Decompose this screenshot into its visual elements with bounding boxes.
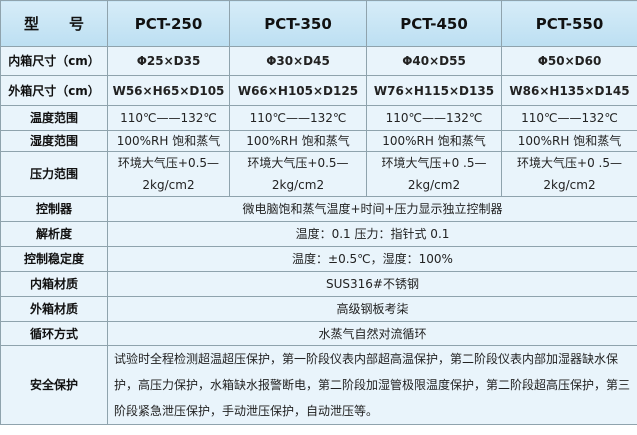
table-row: 安全保护 试验时全程检测超温超压保护，第一阶段仪表内部超高温保护，第二阶段仪表内… xyxy=(0,345,637,425)
cell-line: 环境大气压+0 .5— xyxy=(381,156,487,170)
cell: 100%RH 饱和蒸气 xyxy=(229,130,367,152)
row-label: 压力范围 xyxy=(0,151,108,197)
table-row: 内箱尺寸（cm） Φ25×D35 Φ30×D45 Φ40×D55 Φ50×D60 xyxy=(0,46,637,76)
cell-line: 2kg/cm2 xyxy=(407,178,461,192)
table-row: 循环方式 水蒸气自然对流循环 xyxy=(0,321,637,346)
model-pct-350: PCT-350 xyxy=(229,0,367,47)
cell: Φ50×D60 xyxy=(501,46,637,76)
table-row: 湿度范围 100%RH 饱和蒸气 100%RH 饱和蒸气 100%RH 饱和蒸气… xyxy=(0,130,637,152)
cell: 水蒸气自然对流循环 xyxy=(107,321,637,346)
cell: W86×H135×D145 xyxy=(501,75,637,106)
cell: 110℃——132℃ xyxy=(501,105,637,131)
model-label: 型 号 xyxy=(0,0,108,47)
spec-table: 型 号 PCT-250 PCT-350 PCT-450 PCT-550 内箱尺寸… xyxy=(0,0,637,425)
cell: W56×H65×D105 xyxy=(107,75,230,106)
model-pct-450: PCT-450 xyxy=(366,0,502,47)
table-row: 内箱材质 SUS316#不锈钢 xyxy=(0,271,637,297)
cell-line: 环境大气压+0.5— xyxy=(117,156,220,170)
row-label: 控制稳定度 xyxy=(0,246,108,272)
table-row: 外箱尺寸（cm） W56×H65×D105 W66×H105×D125 W76×… xyxy=(0,75,637,106)
cell: Φ40×D55 xyxy=(366,46,502,76)
cell: SUS316#不锈钢 xyxy=(107,271,637,297)
row-label: 外箱尺寸（cm） xyxy=(0,75,108,106)
cell: Φ30×D45 xyxy=(229,46,367,76)
cell-line: 环境大气压+0 .5— xyxy=(517,156,622,170)
table-row: 控制稳定度 温度：±0.5℃，湿度：100% xyxy=(0,246,637,272)
cell: 100%RH 饱和蒸气 xyxy=(107,130,230,152)
cell: 环境大气压+0 .5— 2kg/cm2 xyxy=(501,151,637,197)
row-label: 外箱材质 xyxy=(0,296,108,322)
cell: Φ25×D35 xyxy=(107,46,230,76)
cell-line: 2kg/cm2 xyxy=(543,178,596,192)
cell: 环境大气压+0.5— 2kg/cm2 xyxy=(229,151,367,197)
header-row: 型 号 PCT-250 PCT-350 PCT-450 PCT-550 xyxy=(0,0,637,47)
model-pct-550: PCT-550 xyxy=(501,0,637,47)
cell: 微电脑饱和蒸气温度+时间+压力显示独立控制器 xyxy=(107,196,637,222)
cell-line: 2kg/cm2 xyxy=(271,178,325,192)
cell-line: 2kg/cm2 xyxy=(142,178,195,192)
cell: W76×H115×D135 xyxy=(366,75,502,106)
row-label: 温度范围 xyxy=(0,105,108,131)
cell: 环境大气压+0 .5— 2kg/cm2 xyxy=(366,151,502,197)
row-label: 循环方式 xyxy=(0,321,108,346)
cell: 100%RH 饱和蒸气 xyxy=(366,130,502,152)
cell: 110℃——132℃ xyxy=(107,105,230,131)
table-row: 压力范围 环境大气压+0.5— 2kg/cm2 环境大气压+0.5— 2kg/cm2… xyxy=(0,151,637,197)
cell: 110℃——132℃ xyxy=(229,105,367,131)
row-label: 安全保护 xyxy=(0,345,108,425)
table-row: 解析度 温度：0.1 压力：指针式 0.1 xyxy=(0,221,637,247)
cell: 试验时全程检测超温超压保护，第一阶段仪表内部超高温保护，第二阶段仪表内部加湿器缺… xyxy=(107,345,637,425)
row-label: 湿度范围 xyxy=(0,130,108,152)
row-label: 内箱尺寸（cm） xyxy=(0,46,108,76)
cell-line: 环境大气压+0.5— xyxy=(247,156,349,170)
cell: W66×H105×D125 xyxy=(229,75,367,106)
row-label: 控制器 xyxy=(0,196,108,222)
cell: 110℃——132℃ xyxy=(366,105,502,131)
table-row: 控制器 微电脑饱和蒸气温度+时间+压力显示独立控制器 xyxy=(0,196,637,222)
cell: 环境大气压+0.5— 2kg/cm2 xyxy=(107,151,230,197)
row-label: 解析度 xyxy=(0,221,108,247)
model-pct-250: PCT-250 xyxy=(107,0,230,47)
cell: 温度：±0.5℃，湿度：100% xyxy=(107,246,637,272)
table-row: 温度范围 110℃——132℃ 110℃——132℃ 110℃——132℃ 11… xyxy=(0,105,637,131)
table-row: 外箱材质 高级钢板考柒 xyxy=(0,296,637,322)
row-label: 内箱材质 xyxy=(0,271,108,297)
cell: 高级钢板考柒 xyxy=(107,296,637,322)
cell: 100%RH 饱和蒸气 xyxy=(501,130,637,152)
cell: 温度：0.1 压力：指针式 0.1 xyxy=(107,221,637,247)
